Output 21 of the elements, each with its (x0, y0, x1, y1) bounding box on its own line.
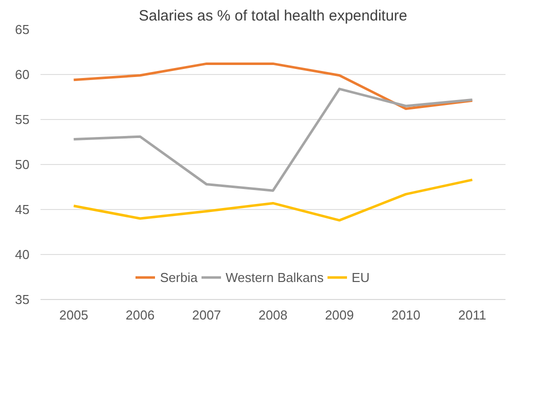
y-tick-label: 50 (15, 157, 30, 172)
x-tick-label: 2006 (126, 308, 155, 322)
y-tick-label: 60 (15, 67, 30, 82)
y-tick-label: 45 (15, 202, 30, 217)
chart-title: Salaries as % of total health expenditure (138, 8, 408, 24)
x-tick-label: 2010 (391, 308, 420, 322)
x-tick-label: 2008 (258, 308, 288, 322)
y-tick-label: 40 (15, 247, 30, 262)
line-series (72, 178, 474, 222)
y-tick-label: 35 (15, 292, 30, 307)
legend-label: EU (352, 270, 371, 284)
x-tick-label: 2011 (458, 308, 486, 322)
line-series (72, 88, 474, 192)
x-tick-label: 2007 (192, 308, 222, 322)
x-tick-label: 2005 (59, 308, 88, 322)
legend-label: Western Balkans (226, 270, 324, 284)
y-tick-label: 65 (15, 22, 30, 37)
x-tick-label: 2009 (324, 308, 354, 322)
legend-label: Serbia (160, 270, 198, 284)
y-tick-label: 55 (15, 112, 30, 127)
line-series (72, 62, 474, 110)
